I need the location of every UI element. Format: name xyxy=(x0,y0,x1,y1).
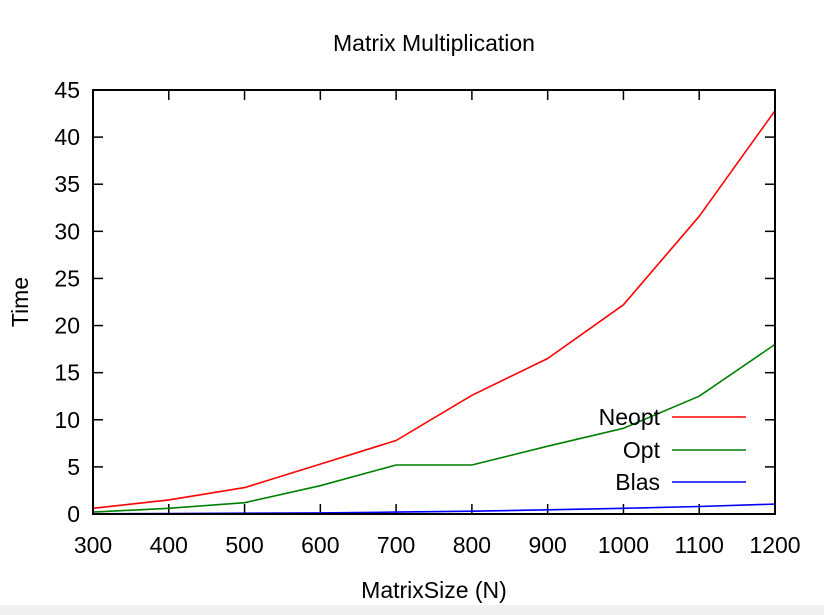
x-tick-label: 500 xyxy=(225,532,263,558)
y-tick-label: 35 xyxy=(54,171,80,197)
y-axis-label: Time xyxy=(7,277,33,327)
axis-ticks: 300 400 500 600 700 800 900 1000 1100 1200 0 5 10 15 2… xyxy=(54,77,800,558)
x-tick-label: 600 xyxy=(301,532,339,558)
y-tick-label: 20 xyxy=(54,313,80,339)
y-tick-label: 25 xyxy=(54,265,80,291)
x-tick-label: 700 xyxy=(377,532,415,558)
x-tick-label: 1100 xyxy=(674,532,723,558)
series-line-opt xyxy=(92,343,776,513)
y-tick-label: 5 xyxy=(67,454,80,480)
y-tick-label: 10 xyxy=(54,407,80,433)
y-tick-label: 45 xyxy=(54,77,80,103)
series-line-neopt xyxy=(92,110,776,510)
y-tick-label: 30 xyxy=(54,218,80,244)
y-tick-label: 15 xyxy=(54,360,80,386)
legend-label-neopt: Neopt xyxy=(599,404,661,430)
chart-title: Matrix Multiplication xyxy=(333,30,535,56)
x-tick-label: 800 xyxy=(453,532,491,558)
plot-frame xyxy=(92,89,776,515)
y-tick-label: 40 xyxy=(54,124,80,150)
x-tick-label: 1000 xyxy=(598,532,649,558)
x-tick-label: 400 xyxy=(150,532,188,558)
x-tick-label: 900 xyxy=(528,532,566,558)
legend-label-blas: Blas xyxy=(615,469,660,495)
legend: Neopt Opt Blas xyxy=(599,404,746,495)
x-tick-label: 1200 xyxy=(749,532,800,558)
x-axis-label: MatrixSize (N) xyxy=(361,577,507,603)
legend-label-opt: Opt xyxy=(623,437,661,463)
x-tick-label: 300 xyxy=(74,532,112,558)
y-tick-label: 0 xyxy=(67,501,80,527)
